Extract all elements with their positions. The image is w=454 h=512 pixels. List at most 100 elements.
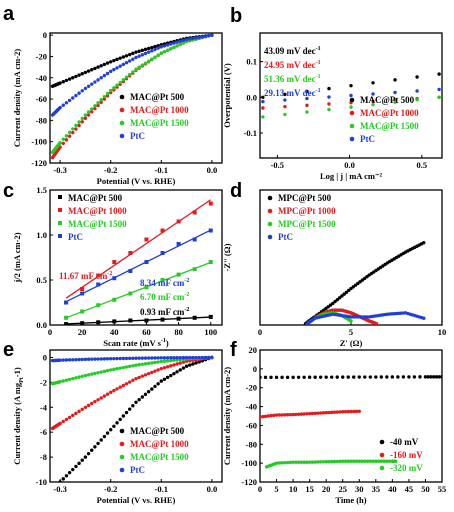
legend-label: PtC <box>130 131 145 141</box>
data-point <box>83 86 88 91</box>
data-point <box>118 385 122 389</box>
y-tick-label: -6 <box>40 427 47 437</box>
data-point <box>80 287 85 291</box>
data-point <box>67 358 72 362</box>
data-point <box>99 438 103 442</box>
data-point <box>99 76 103 80</box>
data-point <box>354 459 359 463</box>
y-tick-label: -120 <box>31 158 47 168</box>
data-point <box>261 115 265 119</box>
data-point <box>124 382 129 386</box>
legend-label: MAC@Pt 1000 <box>130 105 189 115</box>
data-point <box>294 412 298 417</box>
x-tick-label: 35 <box>372 484 381 494</box>
y-tick-label: -2 <box>40 377 47 387</box>
data-point <box>188 363 192 367</box>
y-tick-label: -40 <box>246 402 257 412</box>
data-point <box>283 112 287 117</box>
y-axis-label: j/2 (mA cm-2) <box>12 232 22 283</box>
data-point <box>146 361 151 366</box>
data-point <box>203 34 208 38</box>
data-point <box>390 375 395 379</box>
data-point <box>64 378 69 382</box>
data-point <box>105 368 110 373</box>
data-point <box>150 370 154 375</box>
data-point <box>64 417 69 422</box>
data-point <box>324 375 328 379</box>
data-point <box>127 72 132 77</box>
data-point <box>169 356 173 360</box>
data-point <box>124 75 129 79</box>
data-point <box>131 364 135 368</box>
data-point <box>307 460 312 464</box>
legend-marker <box>119 454 125 460</box>
data-point <box>64 300 69 305</box>
data-point <box>137 397 141 402</box>
data-point <box>349 459 353 463</box>
data-point <box>159 359 163 364</box>
x-tick-label: 5 <box>349 327 353 337</box>
data-point <box>160 317 165 322</box>
data-point <box>412 375 417 379</box>
legend-label: MPC@Pt 1000 <box>278 206 336 216</box>
data-point <box>305 89 309 94</box>
data-point <box>140 395 145 399</box>
data-point <box>165 48 170 53</box>
data-point <box>310 460 315 464</box>
data-point <box>208 260 213 264</box>
legend-label: MAC@Pt 500 <box>68 193 123 203</box>
x-tick-label: 45 <box>405 484 414 494</box>
data-point <box>210 33 214 37</box>
legend-marker <box>119 441 125 447</box>
data-point <box>102 394 107 398</box>
series-4 <box>261 87 441 104</box>
data-point <box>338 410 342 414</box>
data-point <box>192 315 197 320</box>
y-axis-label-end: -1) <box>12 367 22 377</box>
legend-label: -40 mV <box>390 437 419 447</box>
data-point <box>64 322 69 325</box>
data-point <box>294 460 298 464</box>
data-point <box>83 70 88 75</box>
x-tick-label: 55 <box>438 484 447 494</box>
data-point <box>437 375 441 379</box>
data-point <box>134 363 138 367</box>
x-axis-label: Time (h) <box>335 495 366 505</box>
data-point <box>115 66 119 70</box>
legend-marker <box>267 221 273 227</box>
data-point <box>102 73 107 78</box>
y-tick-label: -10 <box>36 477 47 487</box>
legend-label: PtC <box>130 465 145 475</box>
data-point <box>176 272 181 277</box>
data-point <box>67 415 72 420</box>
data-point <box>109 427 113 432</box>
data-point <box>96 303 101 308</box>
data-point <box>146 371 151 376</box>
data-point <box>80 120 84 124</box>
annotation-sup: -2 <box>184 278 189 284</box>
data-point <box>181 366 186 370</box>
data-point <box>324 460 328 464</box>
data-point <box>112 319 117 324</box>
data-point <box>175 355 179 360</box>
data-point <box>131 51 135 56</box>
data-point <box>299 460 304 464</box>
legend-marker <box>58 208 62 212</box>
data-point <box>363 375 367 379</box>
data-point <box>160 251 165 255</box>
data-point <box>109 88 113 93</box>
data-point <box>371 81 375 85</box>
data-point <box>341 375 345 379</box>
data-point <box>169 373 173 378</box>
data-point <box>352 409 356 414</box>
data-point <box>385 375 389 379</box>
x-tick-label: -0.2 <box>104 484 117 494</box>
data-point <box>329 375 334 379</box>
data-point <box>71 358 75 362</box>
data-point <box>169 364 173 368</box>
data-point <box>115 83 119 87</box>
data-point <box>93 80 97 84</box>
data-point <box>105 71 110 76</box>
data-point <box>80 89 84 93</box>
data-point <box>285 413 290 417</box>
